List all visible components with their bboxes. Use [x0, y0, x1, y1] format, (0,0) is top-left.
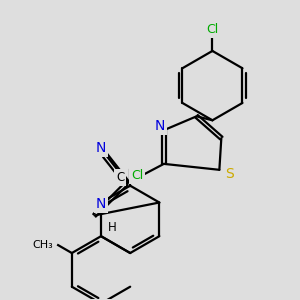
Text: CH₃: CH₃ [32, 240, 53, 250]
Text: Cl: Cl [131, 169, 143, 182]
Text: C: C [116, 171, 124, 184]
Text: N: N [155, 119, 165, 133]
Text: N: N [96, 196, 106, 211]
Text: Cl: Cl [206, 22, 218, 36]
Text: S: S [225, 167, 234, 181]
Text: N: N [95, 141, 106, 155]
Text: H: H [108, 221, 117, 234]
